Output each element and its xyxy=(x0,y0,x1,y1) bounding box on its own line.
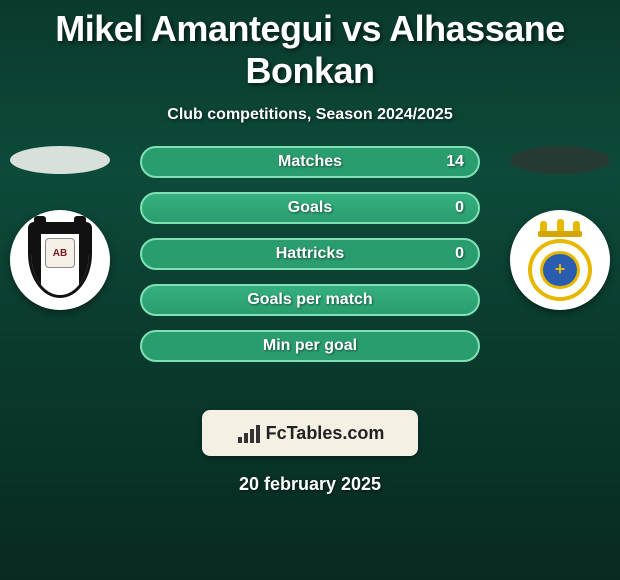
player-left-crest: AB xyxy=(10,210,110,310)
stat-label: Goals per match xyxy=(247,291,372,309)
stat-label: Min per goal xyxy=(263,337,357,355)
page-title: Mikel Amantegui vs Alhassane Bonkan xyxy=(0,0,620,92)
stat-value-right: 0 xyxy=(455,245,464,263)
player-left-ellipse xyxy=(10,146,110,174)
player-right-crest: + xyxy=(510,210,610,310)
player-right-column: + xyxy=(510,146,610,310)
stat-label: Matches xyxy=(278,153,342,171)
crest-right-symbol: + xyxy=(540,251,579,289)
stat-row-hattricks: Hattricks 0 xyxy=(140,238,480,270)
stat-row-goals: Goals 0 xyxy=(140,192,480,224)
crest-left-text: AB xyxy=(45,238,75,268)
albacete-crest-icon: AB xyxy=(28,222,92,298)
stat-value-right: 0 xyxy=(455,199,464,217)
player-left-column: AB xyxy=(10,146,110,310)
stat-row-goals_per_match: Goals per match xyxy=(140,284,480,316)
player-right-ellipse xyxy=(510,146,610,174)
stat-label: Hattricks xyxy=(276,245,344,263)
bar-chart-icon xyxy=(236,423,260,443)
stat-row-min_per_goal: Min per goal xyxy=(140,330,480,362)
date-text: 20 february 2025 xyxy=(0,474,620,495)
oviedo-crest-icon: + xyxy=(524,219,596,301)
subtitle: Club competitions, Season 2024/2025 xyxy=(0,106,620,124)
comparison-content: AB + Matches 14 Goals 0 Hattricks 0 Goals per … xyxy=(0,156,620,396)
stat-value-right: 14 xyxy=(446,153,464,171)
stat-rows: Matches 14 Goals 0 Hattricks 0 Goals per match… xyxy=(140,146,480,376)
stat-label: Goals xyxy=(288,199,332,217)
stat-row-matches: Matches 14 xyxy=(140,146,480,178)
branding-text: FcTables.com xyxy=(266,423,385,444)
branding-badge: FcTables.com xyxy=(202,410,418,456)
